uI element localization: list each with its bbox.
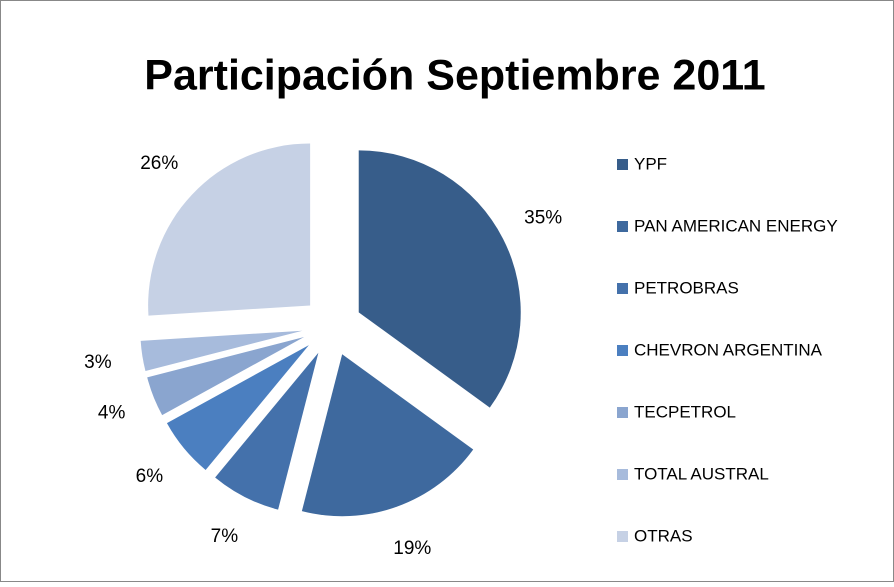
legend-swatch	[617, 407, 628, 418]
data-label: 19%	[393, 538, 431, 559]
chart-title: Participación Septiembre 2011	[144, 51, 765, 99]
pie-slice	[140, 330, 303, 371]
legend-label: CHEVRON ARGENTINA	[634, 340, 823, 359]
legend-label: TECPETROL	[634, 402, 736, 421]
pie-slice	[215, 352, 319, 510]
pie-slice	[147, 337, 305, 416]
legend-swatch	[617, 283, 628, 294]
legend-swatch	[617, 531, 628, 542]
data-label: 35%	[524, 207, 562, 228]
legend-label: PAN AMERICAN ENERGY	[634, 216, 838, 235]
pie-slice	[301, 354, 474, 517]
pie-slice	[358, 150, 521, 408]
legend-label: TOTAL AUSTRAL	[634, 464, 769, 483]
pie-slice	[166, 345, 309, 470]
data-label: 26%	[140, 153, 178, 174]
legend-swatch	[617, 159, 628, 170]
legend-label: YPF	[634, 154, 667, 173]
data-label: 6%	[136, 466, 164, 487]
data-label: 4%	[98, 402, 126, 423]
data-label: 7%	[211, 526, 239, 547]
legend-label: PETROBRAS	[634, 278, 739, 297]
data-label: 3%	[84, 352, 112, 373]
legend-swatch	[617, 345, 628, 356]
legend-label: OTRAS	[634, 526, 693, 545]
legend-swatch	[617, 469, 628, 480]
legend-swatch	[617, 221, 628, 232]
pie-slice	[148, 143, 311, 316]
